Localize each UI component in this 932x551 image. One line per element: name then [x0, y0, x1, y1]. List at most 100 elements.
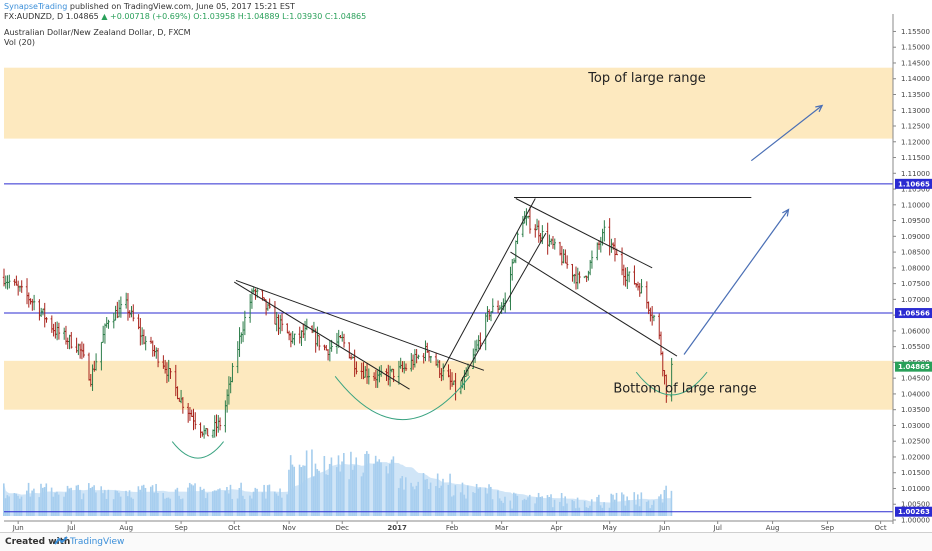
- price-bar: [54, 322, 57, 339]
- price-tick-label: 1.10500: [901, 186, 930, 194]
- price-bar: [38, 299, 41, 321]
- price-tick-label: 1.07500: [901, 280, 930, 288]
- price-bar: [424, 340, 427, 362]
- price-bar: [473, 340, 477, 363]
- price-tick-label: 1.05500: [901, 343, 930, 351]
- price-label: 1.06566: [898, 310, 930, 318]
- price-bar: [627, 271, 631, 283]
- publish-line: SynapseTrading published on TradingView.…: [4, 2, 295, 11]
- price-tick-label: 1.04000: [901, 390, 930, 398]
- price-bar: [355, 361, 358, 375]
- price-bar: [39, 307, 43, 317]
- price-tick-label: 1.02000: [901, 453, 930, 461]
- price-bar: [298, 326, 301, 344]
- price-tick-label: 1.14000: [901, 75, 930, 83]
- price-tick-label: 1.11500: [901, 154, 930, 162]
- price-bar: [149, 336, 153, 344]
- ohlc-close: C:1.04865: [324, 12, 367, 21]
- price-bar: [213, 415, 216, 438]
- trend-line: [233, 281, 410, 390]
- price-bar: [266, 303, 270, 311]
- price-bar: [68, 334, 71, 350]
- time-tick-label: Aug: [119, 524, 133, 532]
- price-bar: [50, 315, 54, 333]
- publisher-link[interactable]: SynapseTrading: [4, 2, 68, 11]
- price-tick-label: 1.06000: [901, 327, 930, 335]
- price-bar: [546, 222, 549, 255]
- price-bar: [509, 266, 512, 311]
- ohlc-low: L:1.03930: [282, 12, 323, 21]
- symbol-line: FX:AUDNZD, D 1.04865 ▲ +0.00718 (+0.69%)…: [4, 12, 366, 21]
- trend-line: [515, 198, 653, 269]
- trend-line: [235, 279, 485, 371]
- price-bar: [484, 313, 487, 351]
- price-bar: [305, 318, 309, 331]
- price-tick-label: 1.01000: [901, 485, 930, 493]
- time-tick-label: Feb: [446, 524, 459, 532]
- price-tick-label: 1.11000: [901, 170, 930, 178]
- price-bar: [626, 266, 629, 289]
- price-bar: [622, 264, 626, 286]
- price-bar: [275, 311, 278, 332]
- price-axis: 1.15500 1.15000 1.14500 1.14000 1.13500 1.130…: [892, 14, 932, 525]
- price-tick-label: 1.07000: [901, 296, 930, 304]
- price-bar: [636, 281, 640, 291]
- instrument-title: Australian Dollar/New Zealand Dollar, D,…: [4, 28, 191, 37]
- time-tick-label: Jun: [658, 524, 670, 532]
- price-bar: [491, 298, 494, 313]
- price-bar: [318, 335, 321, 351]
- time-tick-label: Sep: [821, 524, 835, 532]
- price-bar: [541, 225, 544, 245]
- price-bar: [441, 363, 445, 381]
- price-bar: [240, 332, 243, 344]
- price-bar: [70, 331, 73, 349]
- price-bar: [303, 320, 307, 341]
- symbol[interactable]: FX:AUDNZD, D: [4, 12, 64, 21]
- tradingview-link[interactable]: TradingView: [70, 537, 125, 547]
- last-price: 1.04865: [65, 12, 99, 21]
- price-tick-label: 1.15500: [901, 28, 930, 36]
- price-bar: [190, 409, 193, 417]
- price-bar: [144, 336, 147, 351]
- trend-line: [442, 198, 536, 369]
- price-bar: [576, 267, 579, 290]
- rounded-bottom-arc: [334, 375, 471, 421]
- price-bar: [486, 306, 489, 322]
- price-bar: [155, 347, 158, 359]
- time-tick-label: Nov: [282, 524, 296, 532]
- price-bar: [608, 218, 611, 256]
- price-tick-label: 1.08000: [901, 264, 930, 272]
- price-bar: [45, 317, 48, 323]
- price-bar: [404, 363, 408, 372]
- trend-lines: [233, 197, 752, 390]
- price-bar: [105, 317, 108, 328]
- price-bar: [15, 275, 18, 286]
- price-bar: [511, 258, 514, 281]
- price-bar: [367, 368, 371, 385]
- price-bar: [553, 238, 556, 250]
- created-with: Created with: [5, 537, 71, 547]
- price-bar: [647, 301, 650, 315]
- price-bar: [142, 329, 146, 345]
- price-bar: [287, 330, 291, 341]
- price-bar: [342, 333, 346, 348]
- price-bar: [649, 307, 652, 322]
- price-tick-label: 1.12500: [901, 123, 930, 131]
- price-bar: [153, 345, 156, 357]
- price-bar: [571, 263, 574, 282]
- price-bar: [64, 325, 68, 345]
- price-bar: [32, 294, 36, 311]
- price-bar: [335, 332, 339, 354]
- price-bar: [537, 220, 541, 243]
- price-bar: [286, 323, 289, 334]
- volume-ma-area: [4, 461, 672, 516]
- price-bar: [217, 415, 220, 433]
- price-bar: [534, 224, 537, 238]
- volume-bars: [3, 449, 673, 516]
- price-label-box: [895, 308, 932, 319]
- price-bar: [181, 396, 185, 414]
- price-bar: [548, 234, 551, 247]
- price-bar: [16, 280, 20, 296]
- price-bar: [139, 318, 142, 346]
